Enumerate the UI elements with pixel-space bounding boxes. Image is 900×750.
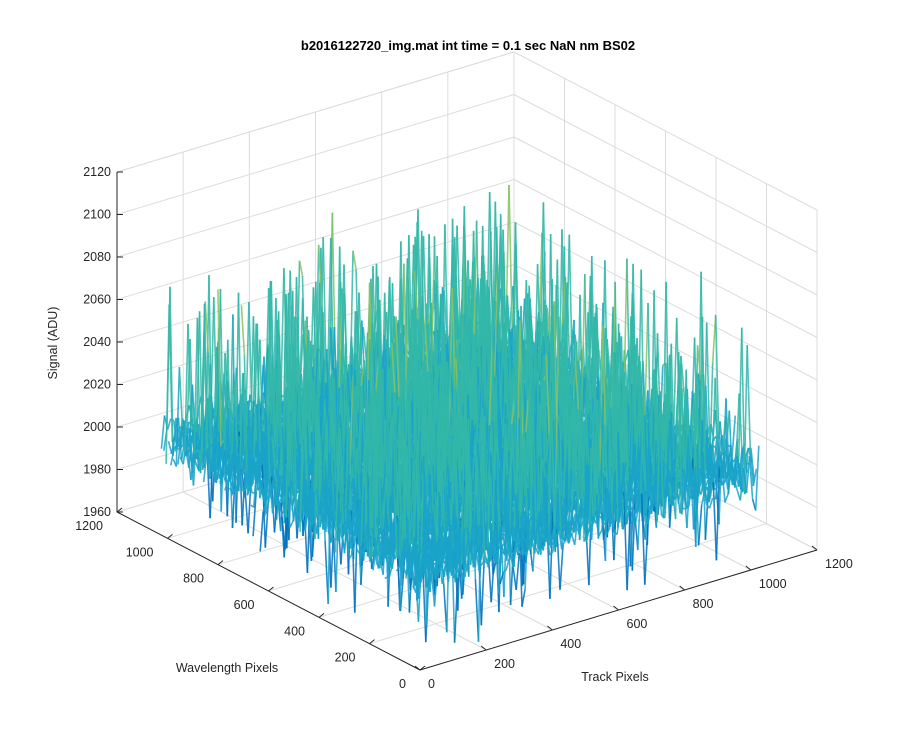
surface-segment: [221, 352, 226, 435]
surface-segment: [298, 260, 304, 277]
surface-segment: [261, 431, 266, 435]
surface-segment: [190, 428, 195, 439]
surface-segment: [188, 448, 194, 474]
side-wall-grid-z: [513, 51, 818, 211]
surface-segment: [170, 436, 176, 454]
surface-segment: [326, 237, 332, 376]
side-wall-grid-z: [513, 179, 818, 338]
surface-segment: [175, 367, 181, 467]
side-wall-grid-z: [513, 136, 818, 296]
surface-segment: [508, 184, 513, 330]
back-wall-grid-z: [116, 94, 515, 215]
surface-segment: [315, 281, 320, 394]
chart-title: b2016122720_img.mat int time = 0.1 sec N…: [301, 38, 635, 53]
surface-segment: [298, 297, 304, 394]
surface-segment: [184, 447, 190, 468]
surface-segment: [215, 447, 219, 450]
surface-segment: [167, 441, 173, 454]
surface-segment: [358, 292, 363, 382]
surface-segment: [174, 428, 180, 452]
surface-mesh: [160, 184, 760, 643]
surface-segment: [317, 244, 323, 307]
surface-segment: [187, 323, 192, 429]
surface-segment: [280, 268, 285, 402]
surface-segment: [259, 511, 264, 552]
surface-segment: [160, 415, 166, 449]
side-wall-grid-z: [513, 94, 818, 253]
floor-grid-y: [369, 523, 767, 645]
back-wall-grid-z: [116, 179, 515, 300]
back-wall-grid-z: [116, 136, 515, 258]
surface-segment: [295, 276, 301, 394]
surface-segment: [193, 318, 199, 454]
surface-segment: [456, 225, 461, 332]
surface-segment: [191, 434, 196, 461]
surface-segment: [170, 449, 175, 466]
surface-segment: [168, 304, 174, 443]
surface-segment: [166, 418, 172, 430]
surface-segment: [165, 304, 170, 464]
surface-segment: [177, 437, 182, 465]
surface-segment: [362, 327, 368, 360]
surface-segment: [184, 323, 189, 452]
surface-segment: [178, 367, 184, 428]
